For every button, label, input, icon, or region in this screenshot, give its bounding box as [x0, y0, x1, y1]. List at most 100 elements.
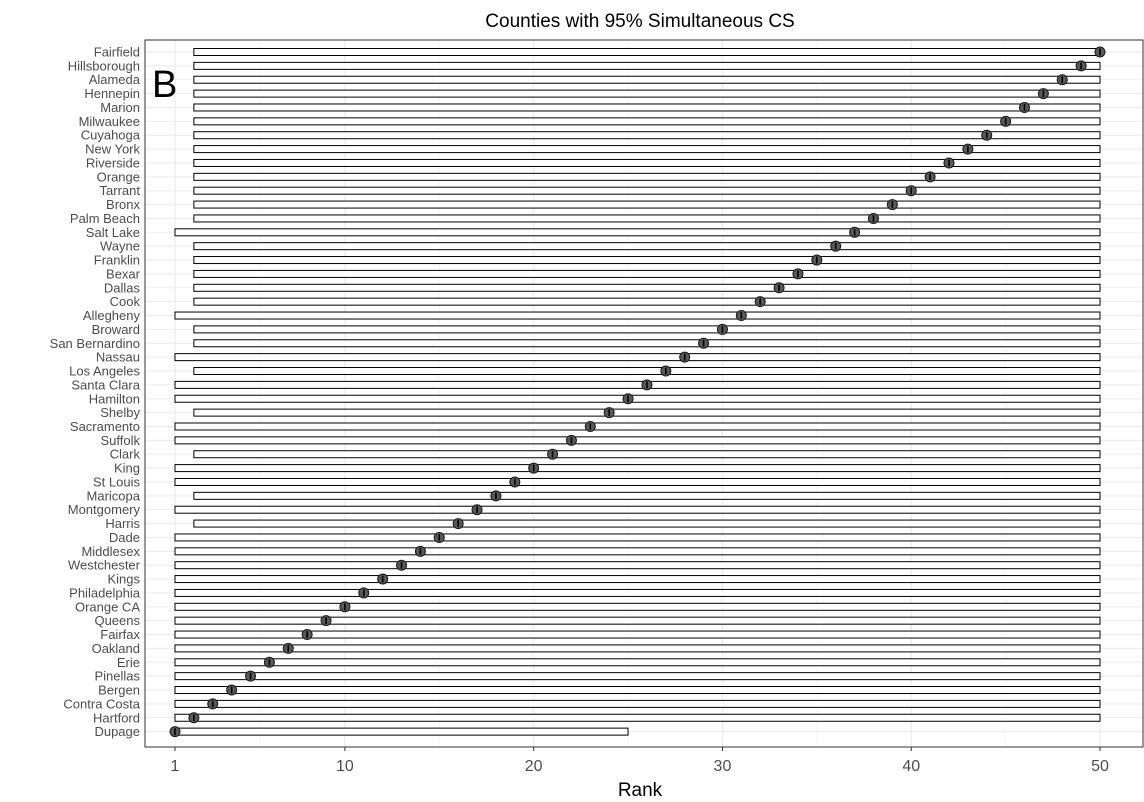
- county-label: St Louis: [93, 474, 140, 489]
- county-label: Milwaukee: [79, 114, 140, 129]
- x-tick-label: 50: [1091, 758, 1109, 775]
- interval-bar: [174, 561, 1101, 570]
- county-label: Fairfax: [100, 627, 140, 642]
- interval-bar: [193, 256, 1101, 265]
- county-label: Maricopa: [87, 488, 141, 503]
- county-label: Dupage: [94, 724, 140, 739]
- county-label: Contra Costa: [63, 696, 140, 711]
- interval-bar: [193, 103, 1101, 112]
- x-tick-label: 20: [525, 758, 543, 775]
- x-axis-label: Rank: [618, 780, 663, 801]
- county-label: Salt Lake: [86, 225, 140, 240]
- interval-bar: [174, 616, 1101, 625]
- county-label: Orange CA: [75, 599, 140, 614]
- county-label: Alameda: [89, 72, 141, 87]
- interval-bar: [174, 505, 1101, 514]
- interval-bars: [174, 48, 1101, 736]
- county-label: Hamilton: [89, 391, 140, 406]
- county-label: Franklin: [94, 253, 140, 268]
- county-label: Hennepin: [84, 86, 140, 101]
- county-label: Oakland: [92, 641, 140, 656]
- interval-bar: [193, 131, 1101, 140]
- panel-letter: B: [152, 64, 177, 106]
- county-label: Palm Beach: [70, 211, 140, 226]
- county-label: Riverside: [86, 155, 140, 170]
- x-tick-label: 10: [336, 758, 354, 775]
- interval-bar: [174, 464, 1101, 473]
- interval-bar: [193, 200, 1101, 209]
- county-label: Bergen: [98, 683, 140, 698]
- interval-bar: [174, 575, 1101, 584]
- x-tick-label: 40: [902, 758, 920, 775]
- interval-bar: [174, 547, 1101, 556]
- county-label: Dade: [109, 530, 140, 545]
- county-label: Cook: [110, 294, 141, 309]
- county-label: Nassau: [96, 350, 140, 365]
- county-label: Wayne: [100, 239, 140, 254]
- interval-bar: [193, 283, 1101, 292]
- x-tick-label: 1: [171, 758, 180, 775]
- interval-bar: [193, 158, 1101, 167]
- county-label: Queens: [94, 613, 140, 628]
- county-label: Bexar: [106, 266, 141, 281]
- interval-bar: [193, 89, 1101, 98]
- county-label: Montgomery: [68, 502, 141, 517]
- interval-bar: [174, 533, 1101, 542]
- interval-bar: [174, 353, 1101, 362]
- county-label: Cuyahoga: [81, 128, 141, 143]
- interval-bar: [193, 117, 1101, 126]
- interval-bar: [193, 242, 1101, 251]
- interval-bar: [174, 686, 1101, 695]
- county-label: Westchester: [68, 558, 141, 573]
- interval-bar: [174, 380, 1101, 389]
- interval-bar: [174, 644, 1101, 653]
- interval-bar: [174, 588, 1101, 597]
- county-label: San Bernardino: [50, 336, 140, 351]
- interval-bar: [193, 297, 1101, 306]
- interval-bar: [193, 61, 1101, 70]
- county-label: Hartford: [93, 710, 140, 725]
- county-label: Harris: [105, 516, 140, 531]
- interval-bar: [174, 727, 629, 736]
- county-label: Clark: [110, 447, 141, 462]
- county-label: Santa Clara: [71, 377, 140, 392]
- county-label: Suffolk: [100, 433, 140, 448]
- county-label: King: [114, 461, 140, 476]
- interval-bar: [174, 311, 1101, 320]
- county-label: New York: [85, 142, 140, 157]
- interval-bar: [174, 630, 1101, 639]
- county-label: Marion: [100, 100, 140, 115]
- interval-bar: [174, 713, 1101, 722]
- county-label: Hillsborough: [68, 58, 140, 73]
- interval-bar: [193, 408, 1101, 417]
- county-label: Dallas: [104, 280, 141, 295]
- interval-bar: [174, 436, 1101, 445]
- chart-title: Counties with 95% Simultaneous CS: [485, 11, 794, 32]
- county-label: Erie: [117, 655, 140, 670]
- county-label: Tarrant: [100, 183, 141, 198]
- interval-bar: [193, 48, 1101, 56]
- interval-bar: [193, 75, 1101, 84]
- interval-bar: [193, 339, 1101, 348]
- county-label: Pinellas: [94, 669, 140, 684]
- interval-bar: [193, 367, 1101, 376]
- county-label: Los Angeles: [69, 364, 140, 379]
- county-label: Fairfield: [94, 45, 140, 60]
- county-label: Bronx: [106, 197, 140, 212]
- interval-bar: [193, 186, 1101, 195]
- interval-bar: [174, 477, 1101, 486]
- interval-bar: [193, 450, 1101, 459]
- county-label: Kings: [107, 572, 140, 587]
- interval-bar: [193, 325, 1101, 334]
- panel-border: [144, 39, 1144, 748]
- county-label: Broward: [92, 322, 140, 337]
- interval-bar: [193, 214, 1101, 223]
- county-label: Middlesex: [81, 544, 140, 559]
- interval-bar: [193, 519, 1101, 528]
- interval-bar: [193, 269, 1101, 278]
- interval-bar: [174, 422, 1101, 431]
- county-label: Philadelphia: [69, 585, 141, 600]
- interval-bar: [193, 491, 1101, 500]
- interval-bar: [174, 394, 1101, 403]
